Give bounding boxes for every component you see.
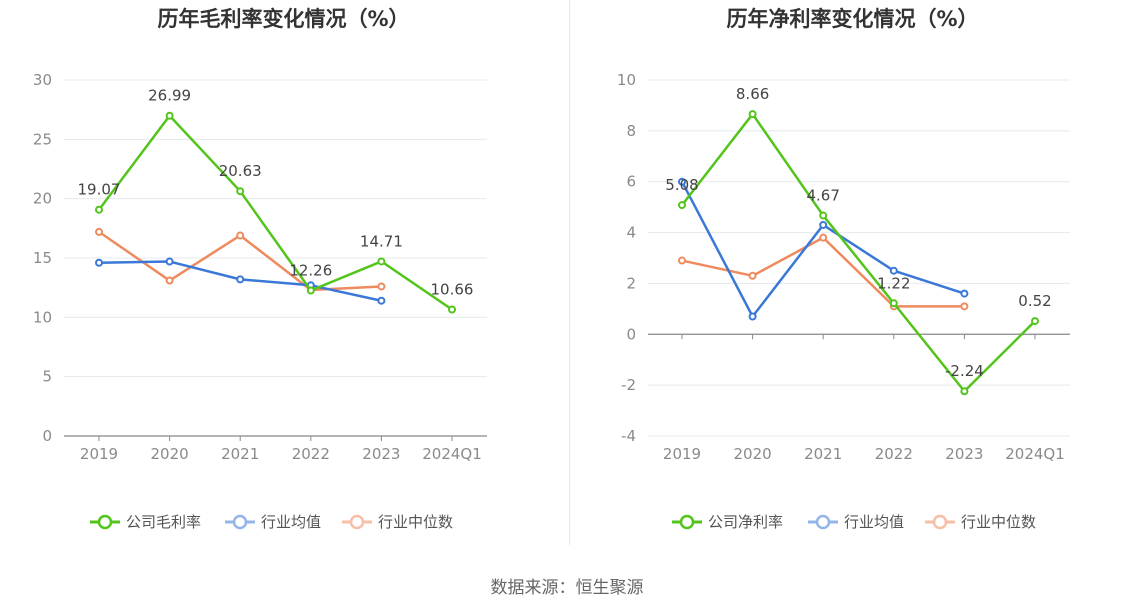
- y-tick-label: 20: [33, 190, 52, 208]
- y-tick-label: -2: [621, 376, 636, 394]
- x-tick-label: 2020: [151, 445, 189, 463]
- x-tick-label: 2024Q1: [422, 445, 482, 463]
- legend-label[interactable]: 行业中位数: [961, 513, 1036, 531]
- y-tick-label: 25: [33, 130, 52, 148]
- legend-marker[interactable]: [679, 514, 695, 530]
- data-point[interactable]: [819, 211, 828, 220]
- data-point[interactable]: [678, 256, 686, 265]
- y-tick-label: 10: [617, 71, 636, 89]
- chart-svg-1: 历年净利率变化情况（%） -4 -2 0 2 4 6 8 10 2019 2020 2021 2022 2…: [617, 7, 1070, 531]
- data-point[interactable]: [960, 289, 969, 298]
- data-point[interactable]: [960, 387, 969, 396]
- data-label: 8.66: [736, 85, 769, 103]
- y-tick-label: 6: [626, 173, 636, 191]
- x-tick-label: 2020: [734, 445, 772, 463]
- data-point[interactable]: [377, 296, 386, 305]
- legend-marker[interactable]: [815, 514, 831, 530]
- data-label: 5.08: [665, 176, 698, 194]
- y-tick-label: 2: [626, 274, 636, 292]
- data-point[interactable]: [1031, 317, 1039, 326]
- series-line: [98, 114, 453, 311]
- data-label: 14.71: [360, 232, 403, 250]
- panel-divider: [569, 0, 570, 545]
- data-point[interactable]: [748, 271, 757, 280]
- x-tick-label: 2021: [221, 445, 259, 463]
- y-tick-label: 15: [33, 249, 52, 267]
- data-point[interactable]: [95, 258, 103, 267]
- x-tick-label: 2023: [945, 445, 983, 463]
- y-tick-label: 0: [42, 427, 52, 445]
- x-tick-label: 2019: [80, 445, 118, 463]
- y-tick-label: 10: [33, 308, 52, 326]
- data-point[interactable]: [448, 305, 456, 314]
- legend-label[interactable]: 公司毛利率: [126, 513, 201, 531]
- data-point[interactable]: [165, 257, 174, 266]
- x-tick-label: 2024Q1: [1005, 445, 1065, 463]
- data-point[interactable]: [889, 299, 898, 308]
- legend-label[interactable]: 行业中位数: [378, 513, 453, 531]
- series-line: [681, 112, 1036, 393]
- chart-title: 历年净利率变化情况（%）: [726, 7, 978, 31]
- legend-label[interactable]: 行业均值: [261, 513, 321, 531]
- data-point[interactable]: [678, 177, 686, 186]
- legend-marker[interactable]: [232, 514, 248, 530]
- y-tick-label: 0: [626, 325, 636, 343]
- data-point[interactable]: [748, 110, 757, 119]
- data-point[interactable]: [236, 275, 245, 284]
- legend-label[interactable]: 公司净利率: [708, 513, 783, 531]
- data-label: 4.67: [806, 187, 839, 205]
- data-point[interactable]: [748, 312, 757, 321]
- data-point[interactable]: [236, 187, 245, 196]
- data-label: -2.24: [945, 362, 984, 380]
- data-point[interactable]: [889, 266, 898, 275]
- data-point[interactable]: [377, 282, 386, 291]
- data-label: 1.22: [877, 274, 910, 292]
- data-point[interactable]: [377, 257, 386, 266]
- legend-marker[interactable]: [932, 514, 948, 530]
- data-point[interactable]: [819, 220, 828, 229]
- legend-marker[interactable]: [97, 514, 113, 530]
- data-label: 26.99: [148, 87, 191, 105]
- net-margin-chart: 历年净利率变化情况（%） -4 -2 0 2 4 6 8 10 2019 2020 2021 2022 2…: [571, 0, 1134, 545]
- x-tick-label: 2022: [292, 445, 330, 463]
- y-tick-label: 4: [626, 224, 636, 242]
- y-tick-label: 8: [626, 122, 636, 140]
- legend-label[interactable]: 行业均值: [844, 513, 904, 531]
- data-point[interactable]: [236, 231, 245, 240]
- x-tick-label: 2021: [804, 445, 842, 463]
- data-label: 20.63: [219, 162, 262, 180]
- data-point[interactable]: [960, 302, 969, 311]
- chart-svg-0: 历年毛利率变化情况（%） 0 5 10 15 20 25 30 2019 2020 2021 2022…: [33, 7, 487, 531]
- legend-marker[interactable]: [349, 514, 365, 530]
- data-point[interactable]: [165, 111, 174, 120]
- y-tick-label: -4: [621, 427, 636, 445]
- x-tick-label: 2019: [663, 445, 701, 463]
- y-tick-label: 30: [33, 71, 52, 89]
- data-source: 数据来源：恒生聚源: [490, 578, 644, 598]
- data-point[interactable]: [95, 227, 103, 236]
- x-tick-label: 2023: [362, 445, 400, 463]
- data-label: 0.52: [1018, 292, 1051, 310]
- data-point[interactable]: [819, 233, 828, 242]
- data-point[interactable]: [95, 205, 103, 214]
- y-tick-label: 5: [42, 368, 52, 386]
- data-point[interactable]: [678, 201, 686, 210]
- chart-title: 历年毛利率变化情况（%）: [157, 7, 409, 31]
- gross-margin-chart: 历年毛利率变化情况（%） 0 5 10 15 20 25 30 2019 2020 2021 2022…: [0, 0, 567, 545]
- data-label: 19.07: [78, 181, 121, 199]
- data-point[interactable]: [165, 276, 174, 285]
- data-point[interactable]: [306, 286, 315, 295]
- x-tick-label: 2022: [875, 445, 913, 463]
- series-line: [681, 236, 965, 308]
- data-label: 12.26: [289, 262, 332, 280]
- data-label: 10.66: [431, 281, 474, 299]
